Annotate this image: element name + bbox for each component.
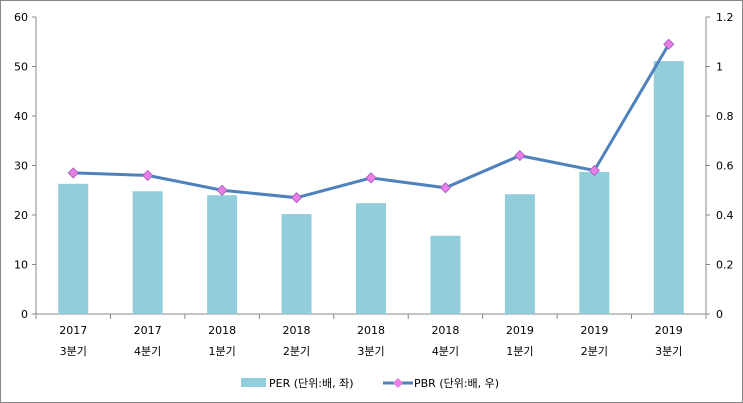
x-tick-label-year: 2019	[506, 324, 534, 337]
x-tick-label-quarter: 4분기	[432, 345, 459, 358]
pbr-marker	[663, 38, 675, 50]
pbr-marker	[290, 192, 303, 204]
x-tick-label-quarter: 4분기	[134, 345, 161, 358]
per-bar	[58, 183, 89, 314]
legend-pbr-label: PBR (단위:배, 우)	[414, 377, 499, 390]
left-tick-label: 50	[14, 61, 28, 74]
x-tick-label-year: 2017	[59, 324, 87, 337]
right-tick-label: 0.4	[716, 209, 734, 222]
legend-per-label: PER (단위:배, 좌)	[269, 377, 354, 390]
per-bar	[653, 61, 684, 315]
per-bar	[579, 171, 610, 314]
per-bar	[504, 194, 535, 314]
legend-per-swatch	[241, 378, 266, 387]
per-bar	[132, 191, 163, 314]
right-tick-label: 0	[716, 308, 723, 321]
right-tick-label: 0.6	[716, 160, 734, 173]
left-tick-label: 30	[14, 160, 28, 173]
right-tick-label: 1	[716, 61, 723, 74]
left-tick-label: 60	[14, 11, 28, 24]
x-tick-label-quarter: 3분기	[655, 345, 682, 358]
pbr-marker	[216, 184, 228, 196]
right-tick-label: 0.2	[716, 259, 734, 272]
x-tick-label-year: 2019	[655, 324, 683, 337]
per-bar	[430, 235, 461, 314]
x-tick-label-quarter: 3분기	[60, 345, 87, 358]
x-tick-label-year: 2018	[283, 324, 311, 337]
right-tick-label: 1.2	[716, 11, 734, 24]
right-tick-label: 0.8	[716, 110, 734, 123]
pbr-marker	[514, 150, 526, 162]
x-tick-label-quarter: 2분기	[581, 345, 608, 358]
left-tick-label: 40	[14, 110, 28, 123]
x-tick-label-year: 2017	[134, 324, 162, 337]
x-tick-label-quarter: 1분기	[208, 345, 235, 358]
per-bar	[207, 195, 238, 314]
x-tick-label-year: 2018	[357, 324, 385, 337]
per-bar	[281, 214, 312, 314]
per-bar	[356, 203, 386, 314]
pbr-marker	[439, 182, 452, 194]
pbr-marker	[588, 164, 600, 177]
x-tick-label-quarter: 3분기	[357, 345, 384, 358]
pbr-marker	[67, 167, 79, 179]
x-tick-label-year: 2018	[431, 324, 459, 337]
x-tick-label-quarter: 1분기	[506, 345, 533, 358]
x-tick-label-year: 2018	[208, 324, 236, 337]
legend-pbr-marker	[393, 378, 403, 388]
left-tick-label: 20	[14, 209, 28, 222]
pbr-marker	[365, 172, 377, 184]
x-tick-label-quarter: 2분기	[283, 345, 310, 358]
x-tick-label-year: 2019	[580, 324, 608, 337]
left-tick-label: 10	[14, 259, 28, 272]
pbr-marker	[142, 169, 154, 181]
left-tick-label: 0	[21, 308, 28, 321]
